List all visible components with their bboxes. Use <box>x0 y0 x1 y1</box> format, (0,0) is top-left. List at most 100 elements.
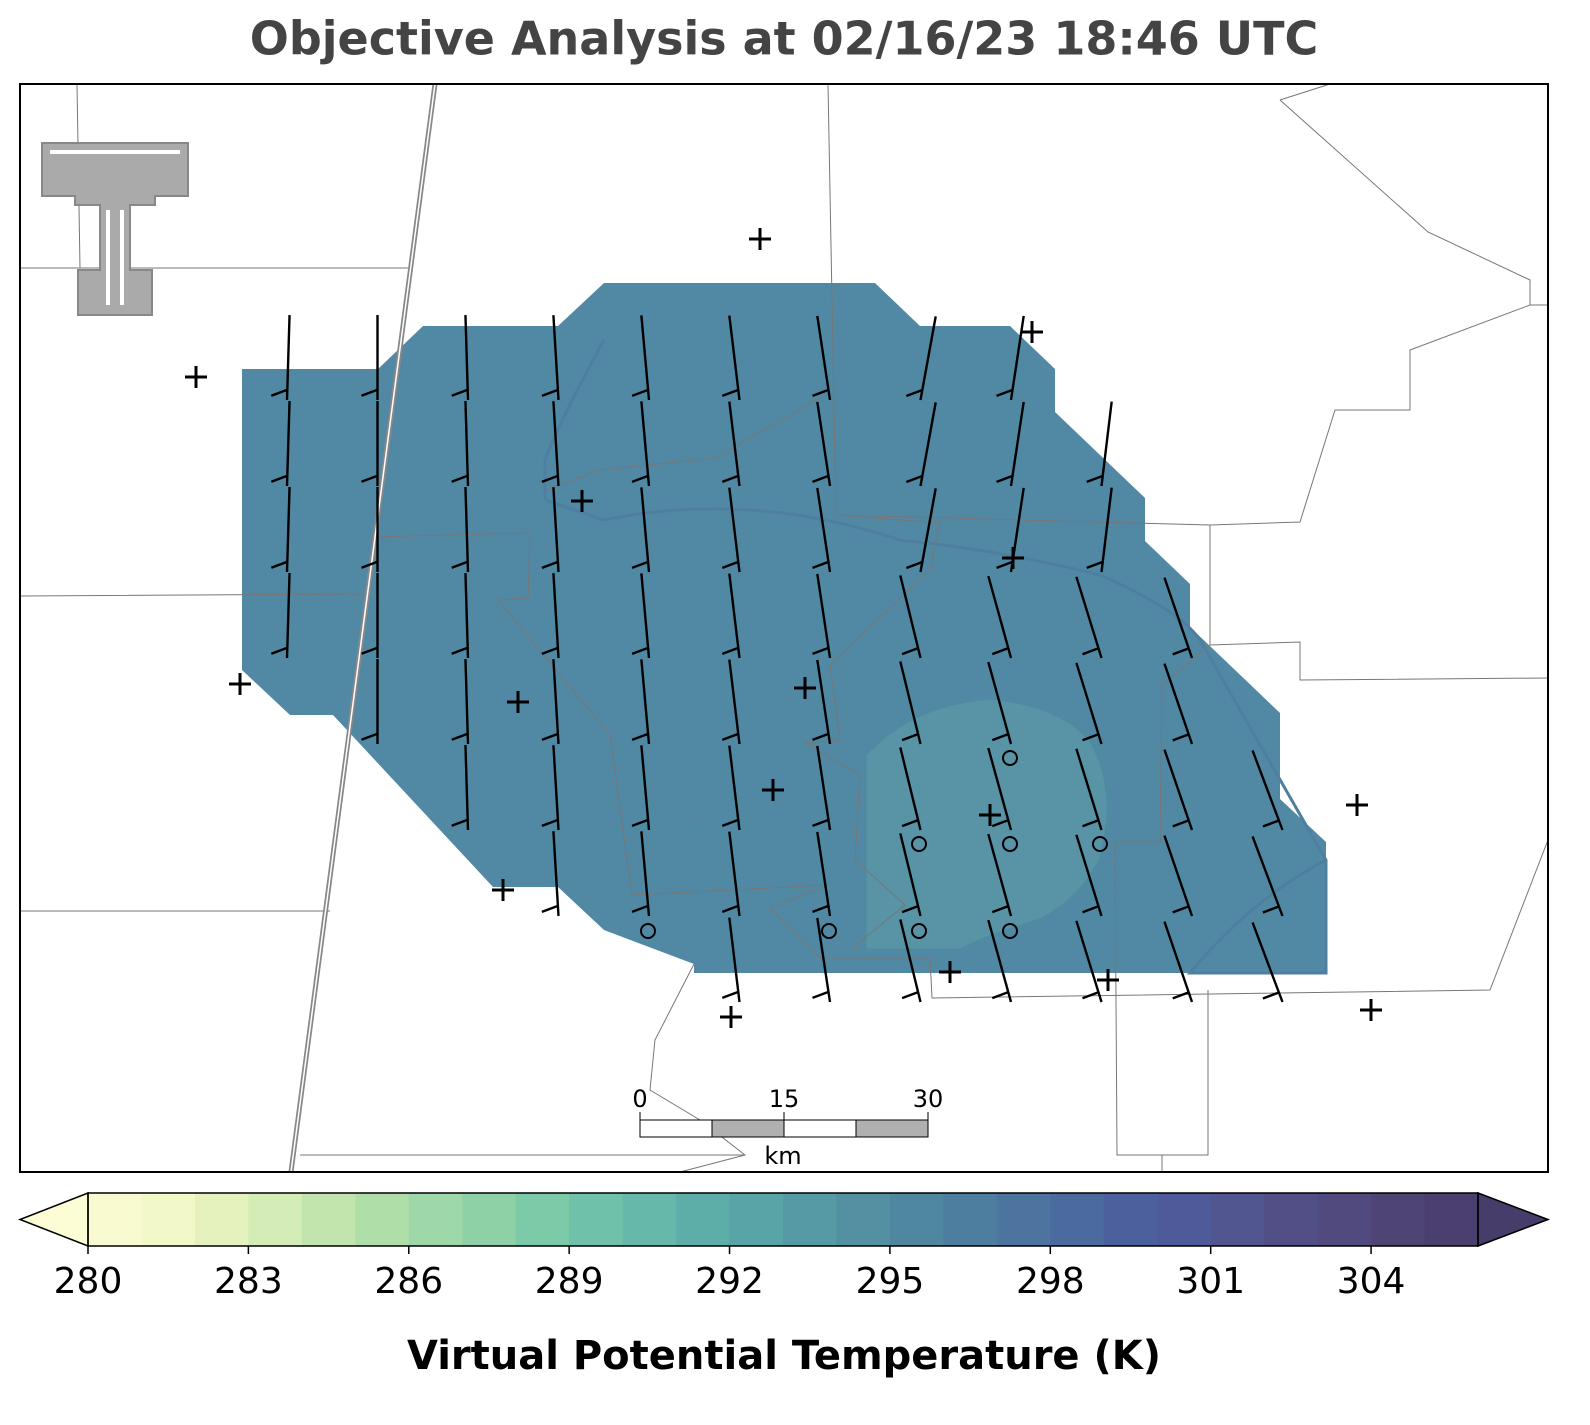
wind-barb <box>721 401 741 487</box>
wind-barb <box>541 401 560 487</box>
contour <box>543 339 1328 975</box>
wind-barb <box>361 487 379 572</box>
colorbar-level <box>1371 1193 1426 1246</box>
wind-barb <box>812 573 832 659</box>
colorbar-extend-high <box>1477 1191 1551 1248</box>
colorbar-level <box>462 1193 517 1246</box>
colorbar-level <box>408 1193 463 1246</box>
contour <box>863 696 1110 952</box>
station-calm <box>1002 923 1018 939</box>
wind-barb <box>361 315 379 400</box>
wind-barb <box>987 575 1013 659</box>
station-plus <box>492 879 514 901</box>
wind-barb <box>270 315 291 401</box>
map-panel: km 0 15 30 <box>19 83 1549 1173</box>
wind-barb <box>541 487 560 573</box>
colorbar-tick-label: 292 <box>695 1261 764 1302</box>
wind-barb <box>631 831 651 917</box>
station-plus <box>1021 321 1043 343</box>
colorbar-tick-label: 280 <box>54 1261 123 1302</box>
wind-barb <box>1163 749 1194 831</box>
wind-barb <box>987 661 1013 745</box>
station-plus <box>1097 969 1119 991</box>
colorbar-level <box>622 1193 677 1246</box>
wind-barb <box>1163 835 1194 917</box>
wind-barb <box>1251 922 1284 1003</box>
wind-barb <box>1163 577 1194 659</box>
station-calm <box>1002 836 1018 852</box>
colorbar-extend-low <box>17 1191 89 1248</box>
wind-barb <box>451 315 470 401</box>
wind-barb <box>631 401 651 487</box>
wind-barb <box>1075 576 1103 659</box>
colorbar-frame <box>87 1192 1479 1247</box>
station-plus <box>1346 794 1368 816</box>
wind-barb <box>631 487 651 573</box>
wind-barb <box>270 487 291 573</box>
colorbar-tick-label: 283 <box>214 1261 283 1302</box>
colorbar-tick-label: 304 <box>1337 1261 1406 1302</box>
wind-barb <box>270 573 291 659</box>
station-calm <box>821 923 837 939</box>
wind-barb <box>1075 748 1103 831</box>
wind-barb <box>631 745 651 831</box>
station-calm <box>911 836 927 852</box>
colorbar: Virtual Potential Temperature (K) 280 283… <box>17 1191 1551 1379</box>
colorbar-level <box>355 1193 410 1246</box>
wind-barb <box>721 487 741 573</box>
wind-barb <box>987 919 1013 1003</box>
colorbar-level <box>248 1193 303 1246</box>
scale-segment <box>855 1119 929 1138</box>
colorbar-tick-label: 286 <box>374 1261 443 1302</box>
wind-barb <box>1086 401 1113 487</box>
colorbar-level <box>141 1193 196 1246</box>
wind-barb <box>987 833 1013 917</box>
station-calm <box>1002 750 1018 766</box>
colorbar-level <box>836 1193 891 1246</box>
wind-barb <box>631 659 651 745</box>
colorbar-level <box>194 1193 249 1246</box>
station-calm <box>640 923 656 939</box>
colorbar-level <box>1050 1193 1105 1246</box>
logo <box>41 142 189 316</box>
map-frame <box>19 83 1549 1173</box>
colorbar-level <box>1157 1193 1212 1246</box>
wind-barb <box>721 315 741 401</box>
wind-barb <box>905 316 937 401</box>
colorbar-level <box>783 1193 837 1246</box>
colorbar-level <box>1264 1193 1319 1246</box>
scale-tick-label: 0 <box>632 1085 647 1113</box>
colorbar-level <box>729 1193 784 1246</box>
wind-barb <box>541 315 560 401</box>
wind-barb <box>905 488 937 573</box>
colorbar-level <box>676 1193 731 1246</box>
station-calm <box>1092 836 1108 852</box>
stations <box>185 228 1382 1028</box>
wind-barb <box>899 747 922 831</box>
wind-barb <box>812 831 832 917</box>
wind-barb <box>631 573 651 659</box>
colorbar-level <box>943 1193 998 1246</box>
wind-barb <box>1086 487 1113 573</box>
colorbar-tick-label: 295 <box>856 1261 925 1302</box>
colorbar-level <box>1424 1193 1479 1246</box>
station-plus <box>229 673 251 695</box>
wind-barb <box>1075 662 1103 745</box>
wind-barb <box>541 831 560 917</box>
station-plus <box>1360 999 1382 1021</box>
wind-barb <box>899 919 922 1003</box>
wind-barb <box>721 745 741 831</box>
wind-barbs <box>270 315 1284 1003</box>
wind-barb <box>451 659 470 745</box>
colorbar-level <box>301 1193 356 1246</box>
wind-barb <box>812 401 832 487</box>
wind-barb <box>451 401 470 487</box>
wind-barb <box>721 659 741 745</box>
wind-barb <box>812 487 832 573</box>
scale-segment <box>711 1119 785 1138</box>
wind-barb <box>721 831 741 917</box>
station-plus <box>749 228 771 250</box>
wind-barb <box>1075 920 1103 1003</box>
wind-barb <box>996 401 1025 487</box>
